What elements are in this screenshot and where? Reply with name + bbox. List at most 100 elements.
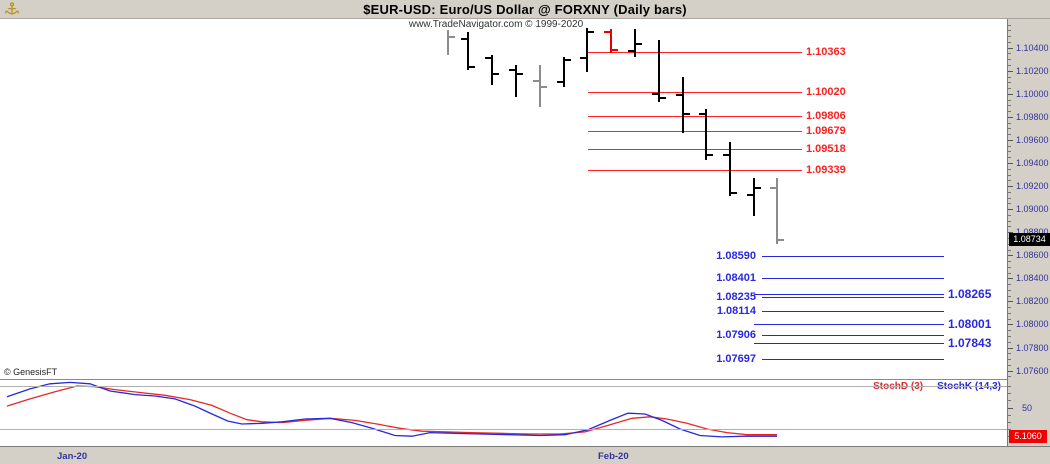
support-label: 1.08590 [716,250,756,262]
axis-tick [1008,117,1013,118]
axis-tick-label: 1.10200 [1016,66,1049,76]
stoch-gridline [0,386,1007,387]
axis-minor-tick [1008,353,1011,354]
axis-minor-tick [1008,53,1011,54]
stoch-panel[interactable]: StochD (3) StochK (14,3) [0,380,1007,446]
axis-tick-label: 1.10000 [1016,89,1049,99]
price-bar-stem [586,28,588,72]
axis-tick [1008,278,1013,279]
anchor-icon [4,2,20,15]
price-bar-close-tick [778,239,784,241]
axis-tick [1008,348,1013,349]
stoch-gridline [0,429,1007,430]
price-bar-stem [563,57,565,87]
support-label: 1.08401 [716,272,756,284]
axis-tick-label: 1.08000 [1016,319,1049,329]
axis-minor-tick [1008,198,1011,199]
support-line [754,343,944,344]
axis-tick-label: 1.09200 [1016,181,1049,191]
axis-tick-label: 1.09400 [1016,158,1049,168]
price-bar-close-tick [449,36,455,38]
resistance-line [588,52,802,53]
header-bar: $EUR-USD: Euro/US Dollar @ FORXNY (Daily… [0,0,1050,19]
support-line [762,311,944,312]
resistance-label: 1.09679 [806,125,846,137]
price-bar-open-tick [770,187,776,189]
axis-minor-tick [1008,284,1011,285]
axis-tick-label: 1.10400 [1016,43,1049,53]
axis-minor-tick [1008,365,1011,366]
price-bar-open-tick [676,94,682,96]
price-bar-open-tick [461,38,467,40]
price-bar-open-tick [509,69,515,71]
price-panel[interactable]: www.TradeNavigator.com © 1999-2020 © Gen… [0,19,1007,380]
axis-tick [1008,140,1013,141]
axis-minor-tick [1008,307,1011,308]
axis-minor-tick [1008,215,1011,216]
axis-tick-label: 1.08400 [1016,273,1049,283]
x-axis-bar[interactable]: Jan-20 Feb-20 [0,446,1050,464]
resistance-line [588,131,802,132]
support-line [754,324,944,325]
support-label: 1.07906 [716,329,756,341]
axis-minor-tick [1008,359,1011,360]
axis-minor-tick [1008,180,1011,181]
price-bar-open-tick [580,57,586,59]
price-bar-close-tick [636,43,642,45]
price-bar-close-tick [493,73,499,75]
axis-minor-tick [1008,319,1011,320]
axis-minor-tick [1008,192,1011,193]
price-bar-stem [539,65,541,107]
axis-minor-tick [1008,111,1011,112]
axis-minor-tick [1008,123,1011,124]
axis-minor-tick [1008,134,1011,135]
axis-minor-tick [1008,336,1011,337]
support-label: 1.08114 [716,305,756,317]
axis-minor-tick [1008,30,1011,31]
axis-tick-label: 1.08800 [1016,227,1049,237]
axis-minor-tick [1008,376,1011,377]
axis-tick-label: 1.09600 [1016,135,1049,145]
axis-minor-tick [1008,100,1011,101]
stoch-axis-tick [1008,415,1011,416]
stoch-axis-tick [1008,408,1013,409]
axis-minor-tick [1008,151,1011,152]
support-line [762,256,944,257]
axis-minor-tick [1008,342,1011,343]
price-bar-open-tick [652,93,658,95]
resistance-line [588,149,802,150]
price-bar-close-tick [707,154,713,156]
axis-tick-label: 1.07800 [1016,343,1049,353]
stoch-axis-tick [1008,429,1011,430]
axis-minor-tick [1008,273,1011,274]
axis-minor-tick [1008,267,1011,268]
support-label: 1.07843 [948,336,992,350]
price-axis[interactable]: 1.08734 50 5.1060 1.10400 1.10200 1.10000 1… [1007,19,1050,446]
price-bar-close-tick [469,66,475,68]
support-label: 1.08265 [948,287,992,301]
chart-title: $EUR-USD: Euro/US Dollar @ FORXNY (Daily… [363,2,687,17]
price-bar-stem [634,29,636,57]
axis-minor-tick [1008,25,1011,26]
axis-tick [1008,371,1013,372]
axis-tick-label: 1.08600 [1016,250,1049,260]
price-bar-open-tick [723,154,729,156]
price-bar-close-tick [684,113,690,115]
price-bar-stem [682,77,684,133]
axis-minor-tick [1008,88,1011,89]
axis-minor-tick [1008,226,1011,227]
price-bar-stem [467,32,469,70]
axis-minor-tick [1008,175,1011,176]
axis-minor-tick [1008,59,1011,60]
support-line [762,297,944,298]
price-bar-stem [729,142,731,196]
price-bar-close-tick [755,187,761,189]
axis-tick [1008,324,1013,325]
price-bar-stem [515,65,517,97]
axis-tick [1008,232,1013,233]
axis-minor-tick [1008,290,1011,291]
resistance-label: 1.09518 [806,143,846,155]
support-line [762,278,944,279]
axis-tick-label: 1.08200 [1016,296,1049,306]
